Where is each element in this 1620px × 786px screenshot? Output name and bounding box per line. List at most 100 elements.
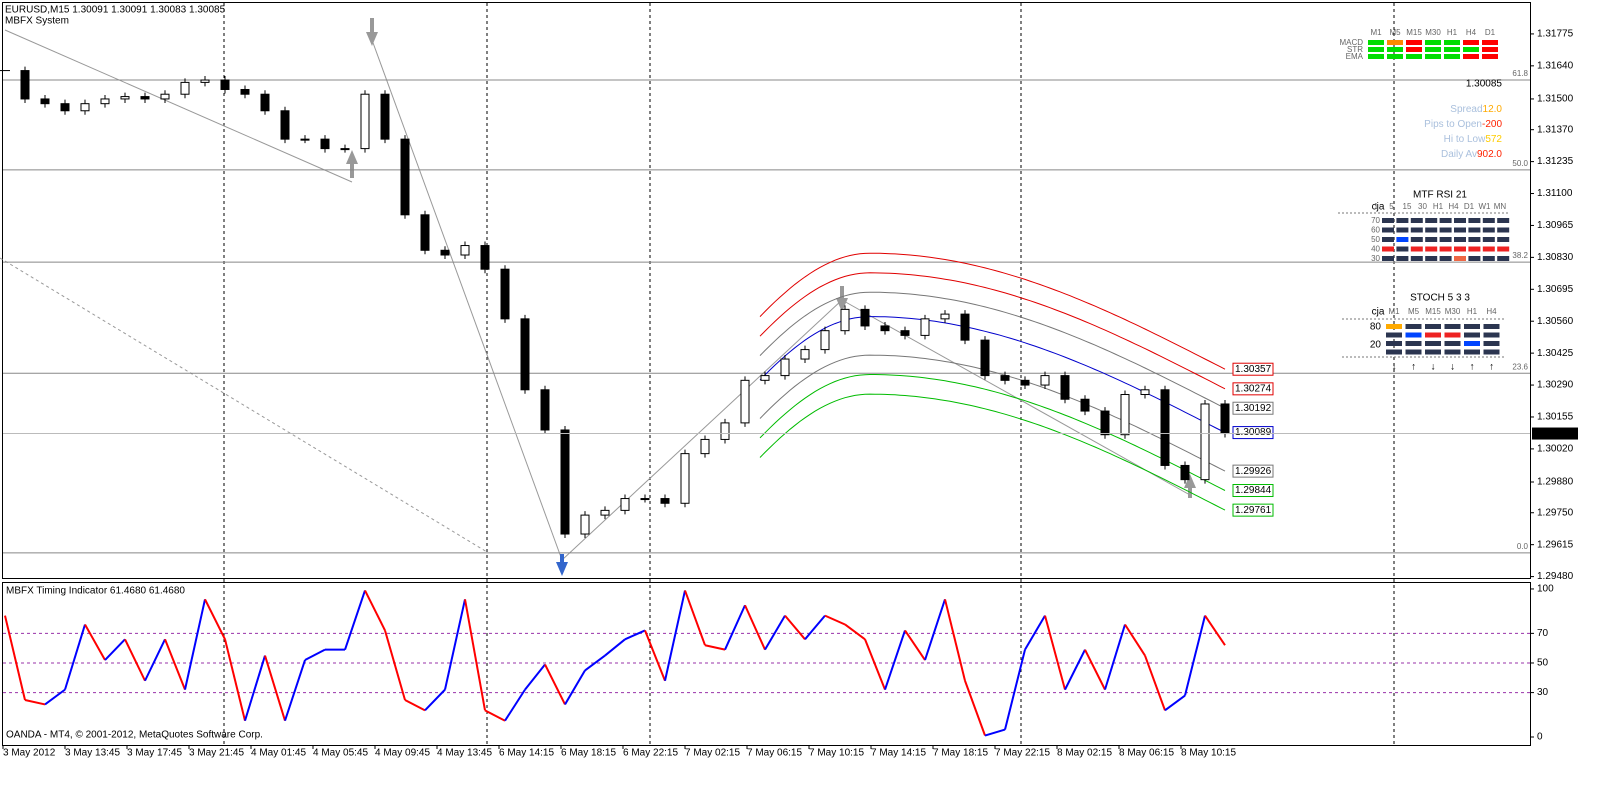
rsi-row-label: 50 — [1371, 235, 1380, 244]
signal-cell — [1425, 54, 1441, 59]
signal-cell — [1368, 40, 1384, 45]
rsi-cell — [1439, 218, 1452, 223]
stoch-cell — [1444, 341, 1461, 346]
indicator-segment — [104, 638, 126, 661]
indicator-segment — [1064, 649, 1086, 691]
stat-label: Pips to Open — [1424, 119, 1482, 130]
indicator-segment — [784, 614, 806, 640]
rsi-column: 1 — [1374, 202, 1379, 211]
fib-label: 23.6 — [1512, 362, 1528, 371]
candle — [460, 245, 470, 256]
rsi-cell — [1396, 227, 1409, 233]
row-label: MACD — [1339, 38, 1363, 47]
indicator-segment — [464, 599, 486, 711]
indicator-segment — [804, 614, 826, 640]
y-tick-label: 70 — [1537, 628, 1549, 639]
indicator-segment — [904, 629, 926, 661]
indicator-segment — [84, 623, 106, 661]
stat-line: Pips to Open-200 — [1424, 119, 1502, 130]
candle — [680, 453, 690, 504]
stat-line: Daily Av902.0 — [1441, 149, 1502, 160]
candle — [1060, 375, 1070, 400]
indicator-segment — [224, 639, 246, 721]
candle — [700, 438, 710, 455]
rsi-row-label: 60 — [1371, 226, 1380, 235]
band-label-box — [1232, 401, 1274, 415]
stoch-cell — [1425, 349, 1441, 355]
stoch-arrow: ↓ — [1392, 362, 1397, 373]
stat-line: Hi to Low572 — [1444, 134, 1503, 145]
candle — [120, 96, 130, 100]
indicator-segment — [264, 655, 286, 722]
stoch-row-label: 80 — [1370, 322, 1382, 333]
indicator-segment — [24, 699, 46, 706]
y-tick-label: 1.29615 — [1537, 539, 1574, 550]
indicator-segment — [1184, 615, 1206, 696]
rsi-cell — [1454, 256, 1466, 261]
stat-value: -200 — [1482, 119, 1502, 130]
rsi-column: 15 — [1403, 202, 1412, 211]
candle — [600, 509, 610, 516]
tf-label: M15 — [1406, 28, 1422, 37]
stoch-cell — [1386, 341, 1402, 346]
stoch-arrow: ↑ — [1411, 362, 1416, 373]
indicator-segment — [664, 590, 686, 681]
y-tick-label: 1.31235 — [1537, 156, 1574, 167]
rsi-column: 5 — [1389, 202, 1394, 211]
stoch-cell — [1464, 324, 1480, 329]
candle — [20, 70, 30, 100]
indicator-segment — [1084, 649, 1106, 691]
rsi-cell — [1468, 218, 1481, 223]
last-price-label: 1.30085 — [1535, 428, 1572, 439]
rsi-cell — [1396, 237, 1409, 242]
indicator-segment — [764, 615, 786, 651]
y-tick-label: 0 — [1537, 732, 1543, 743]
rsi-cell — [1468, 237, 1481, 242]
indicator-segment — [504, 689, 526, 722]
candle — [1100, 410, 1110, 436]
rsi-cell — [1454, 237, 1466, 242]
signal-cell — [1387, 54, 1403, 59]
band-label: 1.30357 — [1235, 364, 1272, 375]
candle — [80, 103, 90, 112]
indicator-segment — [424, 688, 446, 712]
fib-label: 0.0 — [1517, 542, 1529, 551]
x-tick-label: 7 May 14:15 — [871, 748, 926, 759]
row-label: STR — [1347, 45, 1363, 54]
signal-cell — [1463, 47, 1479, 52]
signal-cell — [1406, 40, 1422, 45]
stoch-column: M1 — [1388, 307, 1400, 316]
rsi-cell — [1439, 237, 1452, 242]
indicator-segment — [44, 688, 66, 706]
y-tick-label: 1.30830 — [1537, 252, 1574, 263]
rsi-cell — [1497, 227, 1510, 233]
zigzag-arrows — [346, 18, 1196, 576]
rsi-column: W1 — [1479, 202, 1492, 211]
indicator-segment — [604, 638, 626, 657]
stoch-column: M5 — [1408, 307, 1420, 316]
indicator-segment — [1004, 649, 1026, 730]
indicator-segment — [124, 638, 146, 682]
stoch-cell — [1405, 324, 1422, 329]
arrow-down — [836, 286, 848, 312]
candle — [40, 98, 50, 105]
band — [759, 354, 1226, 472]
candle — [620, 498, 630, 511]
indicator-segment — [1024, 615, 1046, 651]
tf-label: H4 — [1466, 28, 1477, 37]
rsi-author: cja — [1372, 202, 1385, 213]
fib-label: 50.0 — [1512, 159, 1528, 168]
stoch-cell — [1425, 341, 1441, 346]
candle — [420, 214, 430, 251]
candle — [180, 81, 190, 95]
stoch-cell — [1483, 324, 1500, 329]
rsi-cell — [1497, 218, 1510, 223]
candle — [160, 93, 170, 100]
copyright: OANDA - MT4, © 2001-2012, MetaQuotes Sof… — [6, 730, 263, 741]
candle — [720, 422, 730, 440]
candle — [500, 268, 510, 320]
stoch-cell — [1386, 349, 1402, 355]
arrow-up — [346, 150, 358, 178]
y-tick-label: 1.30965 — [1537, 220, 1574, 231]
stoch-cell — [1444, 332, 1461, 338]
